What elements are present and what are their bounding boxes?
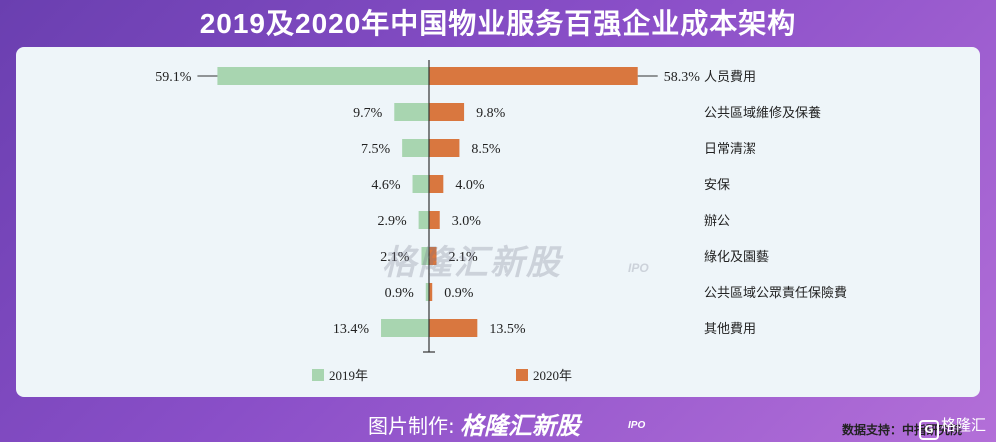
bar-2019 — [425, 283, 429, 301]
bar-2019 — [421, 247, 429, 265]
legend-label-2019: 2019年 — [329, 368, 368, 383]
legend-label-2020: 2020年 — [533, 368, 572, 383]
category-label: 綠化及園藝 — [704, 250, 769, 265]
footer: 图片制作: 格隆汇新股 IPO G 格隆汇 — [0, 404, 996, 440]
data-label-2019: 59.1% — [155, 70, 192, 85]
category-label: 辦公 — [704, 214, 730, 229]
logo-icon: G — [918, 420, 939, 440]
bar-2019 — [402, 139, 429, 157]
bar-2019 — [381, 319, 429, 337]
data-source: 数据支持：中指研究院 — [842, 423, 963, 437]
data-label-2019: 4.6% — [371, 178, 401, 193]
data-label-2020: 2.1% — [449, 250, 479, 265]
bar-2020 — [429, 319, 478, 337]
footer-brand: 格隆汇新股 — [460, 412, 580, 440]
data-label-2019: 0.9% — [385, 286, 415, 301]
category-label: 日常清潔 — [704, 142, 756, 157]
corner-logo: G 格隆汇 — [918, 414, 986, 440]
category-label: 其他費用 — [704, 322, 756, 337]
bar-2020 — [429, 139, 460, 157]
bar-2020 — [429, 283, 433, 301]
data-label-2020: 58.3% — [664, 70, 701, 85]
legend-swatch-2019 — [312, 369, 324, 381]
category-label: 人员費用 — [704, 70, 756, 85]
watermark: 格隆汇新股 — [382, 243, 562, 283]
butterfly-bar-chart: 59.1% 58.3% 人员費用 9.7% 9.8% 公共區域維修及保養 7.5% 8.5% 日… — [155, 60, 847, 383]
bar-2019 — [217, 67, 429, 85]
data-label-2019: 13.4% — [333, 322, 370, 337]
footer-brand-sub: IPO — [628, 420, 646, 431]
bar-2020 — [429, 67, 638, 85]
data-label-2020: 13.5% — [489, 322, 525, 337]
category-label: 公共區域公眾責任保險費 — [704, 286, 847, 301]
bar-2019 — [394, 103, 429, 121]
data-label-2020: 9.8% — [476, 106, 506, 121]
page-title: 2019及2020年中国物业服务百强企业成本架构 — [199, 8, 797, 39]
data-label-2019: 2.1% — [380, 250, 410, 265]
chart-card: 59.1% 58.3% 人员費用 9.7% 9.8% 公共區域維修及保養 7.5% 8.5% 日… — [16, 47, 980, 437]
data-label-2020: 3.0% — [452, 214, 482, 229]
watermark-sub: IPO — [628, 261, 649, 275]
category-label: 安保 — [704, 178, 730, 193]
data-label-2019: 7.5% — [361, 142, 391, 157]
bar-2019 — [418, 211, 429, 229]
legend-swatch-2020 — [516, 369, 528, 381]
data-label-2020: 8.5% — [471, 142, 501, 157]
data-label-2020: 4.0% — [455, 178, 485, 193]
bar-2020 — [429, 211, 440, 229]
corner-logo-text: 格隆汇 — [940, 416, 986, 434]
footer-label: 图片制作: — [368, 414, 455, 438]
category-label: 公共區域維修及保養 — [704, 105, 821, 121]
bar-2020 — [429, 103, 465, 121]
data-label-2019: 9.7% — [353, 106, 383, 121]
bar-2020 — [429, 175, 444, 193]
data-label-2019: 2.9% — [377, 214, 407, 229]
data-label-2020: 0.9% — [444, 286, 474, 301]
bar-2019 — [412, 175, 429, 193]
bar-2020 — [429, 247, 437, 265]
